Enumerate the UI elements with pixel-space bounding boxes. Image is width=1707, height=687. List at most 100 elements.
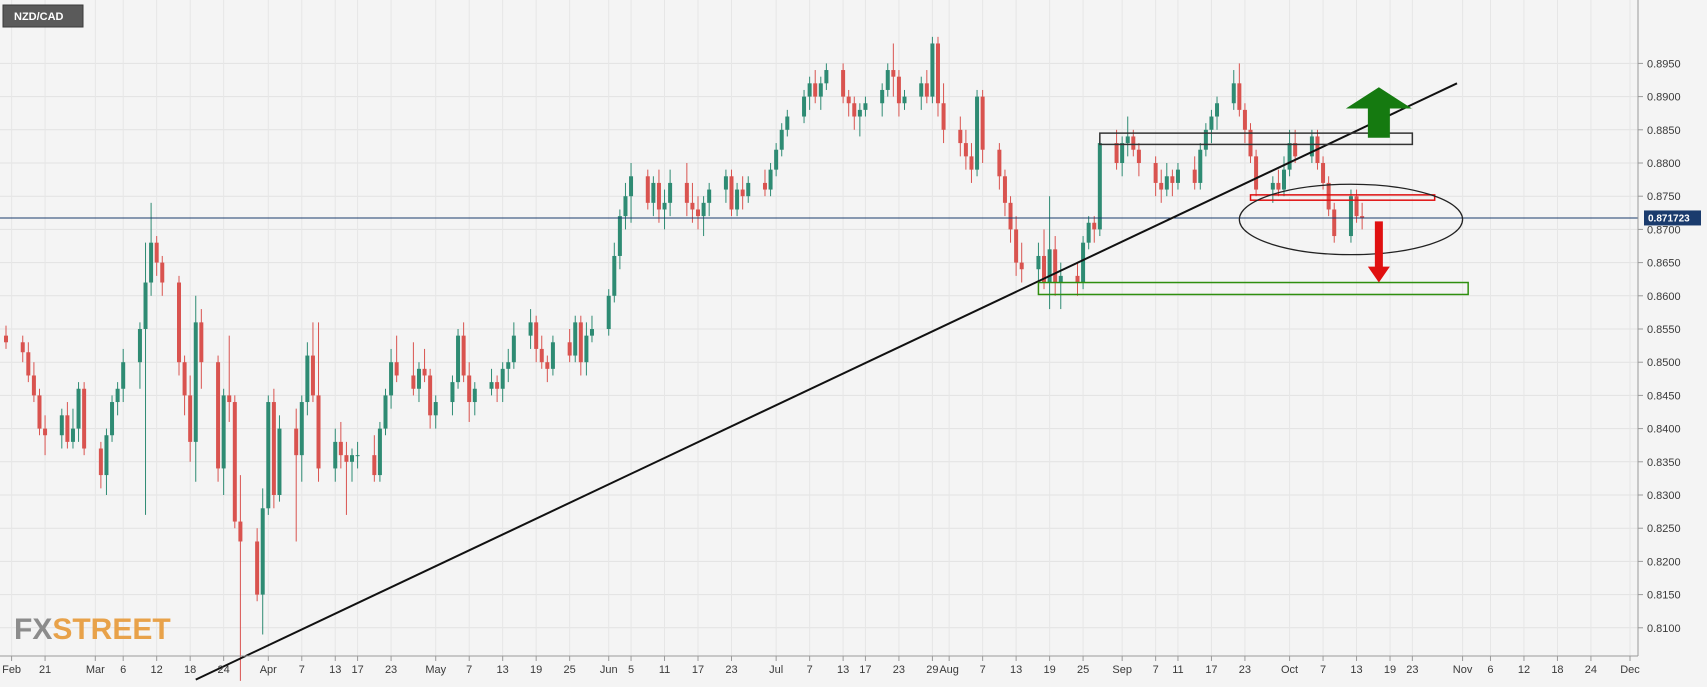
- candle-up: [779, 129, 784, 150]
- candle-up: [260, 508, 265, 595]
- candle-down: [1192, 169, 1197, 183]
- candle-down: [852, 103, 857, 117]
- logo-part-fx: FX: [14, 613, 52, 646]
- y-tick-label: 0.8500: [1647, 357, 1681, 369]
- x-tick-label: Dec: [1620, 664, 1640, 676]
- candle-down: [467, 375, 472, 403]
- candle-up: [277, 428, 282, 495]
- uptrend-line[interactable]: [195, 82, 1458, 681]
- x-tick-label: 13: [497, 664, 509, 676]
- candle-down: [216, 362, 221, 469]
- candle-down: [567, 342, 572, 356]
- candle-down: [372, 455, 377, 476]
- symbol-label: NZD/CAD: [14, 11, 64, 23]
- x-tick-label: 23: [725, 664, 737, 676]
- x-tick-label: Aug: [939, 664, 959, 676]
- candle-down: [394, 362, 399, 376]
- candle-down: [182, 362, 187, 396]
- x-tick-label: 12: [1518, 664, 1530, 676]
- candle-down: [846, 96, 851, 104]
- candle-up: [389, 362, 394, 396]
- candle-up: [472, 388, 477, 403]
- resistance-box[interactable]: [1099, 132, 1414, 146]
- candle-up: [584, 335, 589, 363]
- candle-up: [121, 362, 126, 389]
- candle-up: [802, 96, 807, 117]
- candle-up: [768, 169, 773, 190]
- candle-down: [896, 76, 901, 104]
- candle-up: [735, 189, 740, 210]
- x-tick-label: 25: [1077, 664, 1089, 676]
- candle-down: [1254, 156, 1259, 190]
- candle-up: [1036, 255, 1041, 270]
- candle-up: [612, 255, 617, 296]
- candle-up: [807, 83, 812, 97]
- symbol-badge[interactable]: NZD/CAD: [2, 4, 84, 28]
- candle-down: [43, 428, 48, 436]
- x-tick-label: 6: [120, 664, 126, 676]
- candle-down: [534, 322, 539, 349]
- candle-down: [740, 189, 745, 197]
- candle-down: [1053, 249, 1058, 283]
- candle-down: [338, 441, 343, 456]
- candle-down: [37, 395, 42, 429]
- candle-down: [238, 521, 243, 542]
- candle-up: [193, 322, 198, 442]
- candle-down: [1354, 196, 1359, 217]
- candle-up: [1203, 129, 1208, 150]
- candle-down: [271, 402, 276, 495]
- candle-up: [1058, 275, 1063, 283]
- y-tick-label: 0.8300: [1647, 490, 1681, 502]
- consolidation-ellipse[interactable]: [1238, 183, 1464, 256]
- candle-up: [489, 382, 494, 389]
- x-tick-label: 19: [1043, 664, 1055, 676]
- candle-up: [433, 402, 438, 416]
- y-tick-label: 0.8550: [1647, 324, 1681, 336]
- candle-down: [1321, 163, 1326, 183]
- svg-text:FXSTREET: FXSTREET: [14, 613, 171, 646]
- candle-down: [160, 262, 165, 283]
- candle-down: [177, 282, 182, 363]
- candle-down: [1360, 216, 1365, 219]
- candle-down: [762, 182, 767, 190]
- candle-down: [294, 428, 299, 456]
- candle-up: [723, 176, 728, 190]
- candle-down: [1248, 129, 1253, 157]
- x-tick-label: 29: [926, 664, 938, 676]
- x-tick-label: 13: [1350, 664, 1362, 676]
- x-tick-label: 7: [1320, 664, 1326, 676]
- candle-up: [550, 342, 555, 369]
- x-tick-label: 17: [1205, 664, 1217, 676]
- candle-up: [76, 388, 81, 429]
- candle-down: [411, 375, 416, 389]
- candle-down: [495, 382, 500, 389]
- candle-up: [617, 216, 622, 256]
- candle-down: [1114, 143, 1119, 163]
- candle-down: [958, 129, 963, 144]
- x-tick-label: 13: [837, 664, 849, 676]
- candle-down: [1014, 229, 1019, 263]
- candle-up: [1125, 136, 1130, 144]
- x-tick-label: Apr: [260, 664, 277, 676]
- candle-up: [221, 395, 226, 469]
- candle-up: [1047, 249, 1052, 283]
- candle-up: [511, 335, 516, 363]
- time-axis[interactable]: Feb 21 Mar 6 12 18 24 Apr 7 13 17 23 May 7 13 19 25 Jun 5 1…: [0, 655, 1640, 676]
- candle-down: [729, 176, 734, 210]
- candle-up: [104, 435, 109, 476]
- candle-up: [1215, 103, 1220, 117]
- candle-up: [350, 455, 355, 462]
- candle-down: [690, 202, 695, 210]
- pivot-box[interactable]: [1249, 194, 1436, 201]
- price-axis[interactable]: 0.8100 0.8150 0.8200 0.8250 0.8300 0.8350 0.84…: [1637, 0, 1681, 656]
- candle-down: [1019, 262, 1024, 270]
- candle-up: [919, 83, 924, 97]
- candle-down: [1002, 176, 1007, 203]
- support-box[interactable]: [1037, 281, 1469, 296]
- candle-up: [1270, 182, 1275, 190]
- candle-up: [1164, 176, 1169, 190]
- y-tick-label: 0.8850: [1647, 125, 1681, 137]
- x-tick-label: 6: [1487, 664, 1493, 676]
- candle-up: [880, 89, 885, 104]
